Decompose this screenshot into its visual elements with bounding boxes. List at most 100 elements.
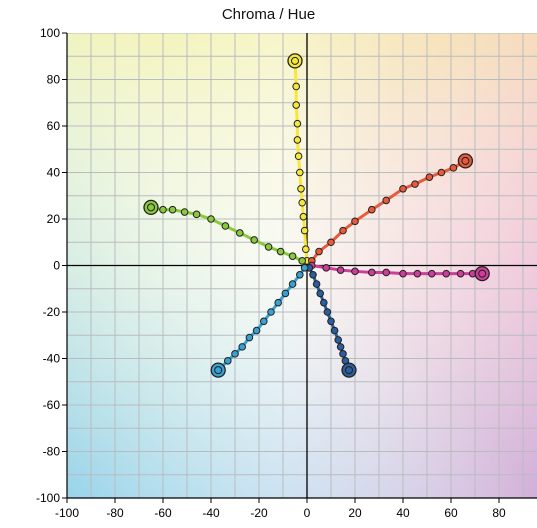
series-group [305, 264, 357, 378]
series-point [312, 280, 321, 288]
series-point [399, 184, 407, 193]
series-point [267, 308, 275, 316]
series-point [274, 298, 283, 307]
series-point [399, 269, 407, 278]
series-point [245, 333, 254, 342]
series-point [236, 229, 244, 237]
series-point [221, 222, 230, 230]
series-endpoint-inner [214, 366, 223, 375]
series-point [298, 257, 307, 265]
series-point [351, 217, 359, 226]
series-endpoint-outer [457, 153, 474, 169]
series-point [299, 212, 308, 221]
series-endpoint-inner [291, 56, 299, 65]
series-point [428, 269, 436, 278]
x-tick-label: -40 [202, 506, 220, 520]
series-point [300, 264, 309, 272]
x-tick-label: -80 [106, 506, 124, 520]
series-endpoint-outer [287, 53, 303, 69]
series-point [288, 252, 297, 261]
series-point [339, 226, 347, 235]
series-point [413, 269, 422, 278]
series-endpoint-outer [341, 362, 357, 378]
series-point [368, 205, 376, 214]
series-point [252, 326, 261, 335]
series-point [294, 152, 303, 161]
y-tick-label: -60 [43, 398, 61, 412]
series-point [293, 119, 302, 128]
series-point [168, 205, 177, 214]
series-point [336, 343, 345, 351]
series-point [322, 264, 331, 272]
x-tick-label: 20 [348, 506, 362, 520]
series-group [308, 153, 474, 265]
y-tick-label: -20 [43, 305, 61, 319]
x-tick-label: 80 [492, 506, 506, 520]
series-point [180, 208, 189, 216]
series-group [210, 264, 309, 378]
x-tick-label: 60 [444, 506, 458, 520]
series-point [449, 164, 458, 172]
y-tick-label: -40 [43, 352, 61, 366]
series-point [309, 271, 317, 279]
series-point [238, 343, 246, 351]
series-endpoint-outer [210, 362, 226, 378]
series-point [336, 266, 345, 274]
x-tick-label: -60 [154, 506, 172, 520]
series-point [456, 269, 465, 278]
series-point [320, 298, 328, 307]
series-point [292, 101, 301, 109]
series-endpoint-inner [345, 366, 353, 375]
y-tick-label: 20 [47, 212, 61, 226]
series-point [293, 136, 302, 144]
y-tick-label: 60 [47, 119, 61, 133]
y-tick-label: 0 [53, 259, 60, 273]
series-endpoint-outer [474, 265, 490, 282]
series-point [327, 238, 335, 247]
series-point [288, 280, 297, 288]
series-point [207, 215, 215, 223]
series-point [316, 289, 325, 298]
series-point [339, 350, 347, 358]
series-point [411, 180, 419, 188]
series-point [192, 210, 201, 219]
y-tick-label: 40 [47, 166, 61, 180]
x-tick-label: -20 [250, 506, 268, 520]
series-endpoint-inner [478, 269, 487, 278]
series-point [276, 247, 285, 256]
series-point [300, 226, 309, 235]
series-point [382, 196, 391, 205]
series-point [437, 168, 446, 177]
series-point [159, 205, 167, 214]
series-point [264, 243, 273, 251]
series-point [442, 269, 451, 278]
y-tick-label: 80 [47, 73, 61, 87]
y-tick-label: 100 [40, 26, 60, 40]
series-endpoint-inner [147, 203, 155, 212]
series-point [425, 173, 434, 181]
x-tick-label: 40 [396, 506, 410, 520]
series-point [224, 357, 232, 365]
series-group [287, 53, 311, 265]
series-point [231, 350, 239, 358]
series-point [351, 267, 359, 276]
series-point [281, 289, 290, 298]
series-point [260, 317, 268, 326]
series-endpoint-outer [143, 199, 159, 216]
chart-title: Chroma / Hue [221, 6, 316, 23]
series-point [302, 245, 310, 254]
series-point [327, 317, 335, 326]
series-point [323, 308, 332, 316]
x-tick-label: 0 [304, 506, 311, 520]
series-point [292, 82, 301, 91]
y-tick-label: -100 [36, 491, 60, 505]
series-point [315, 247, 323, 256]
series-endpoint-inner [461, 156, 470, 165]
y-tick-label: -80 [43, 445, 61, 459]
series-point [298, 198, 307, 207]
series-point [297, 184, 305, 193]
series-point [334, 336, 343, 344]
series-point [382, 268, 391, 277]
